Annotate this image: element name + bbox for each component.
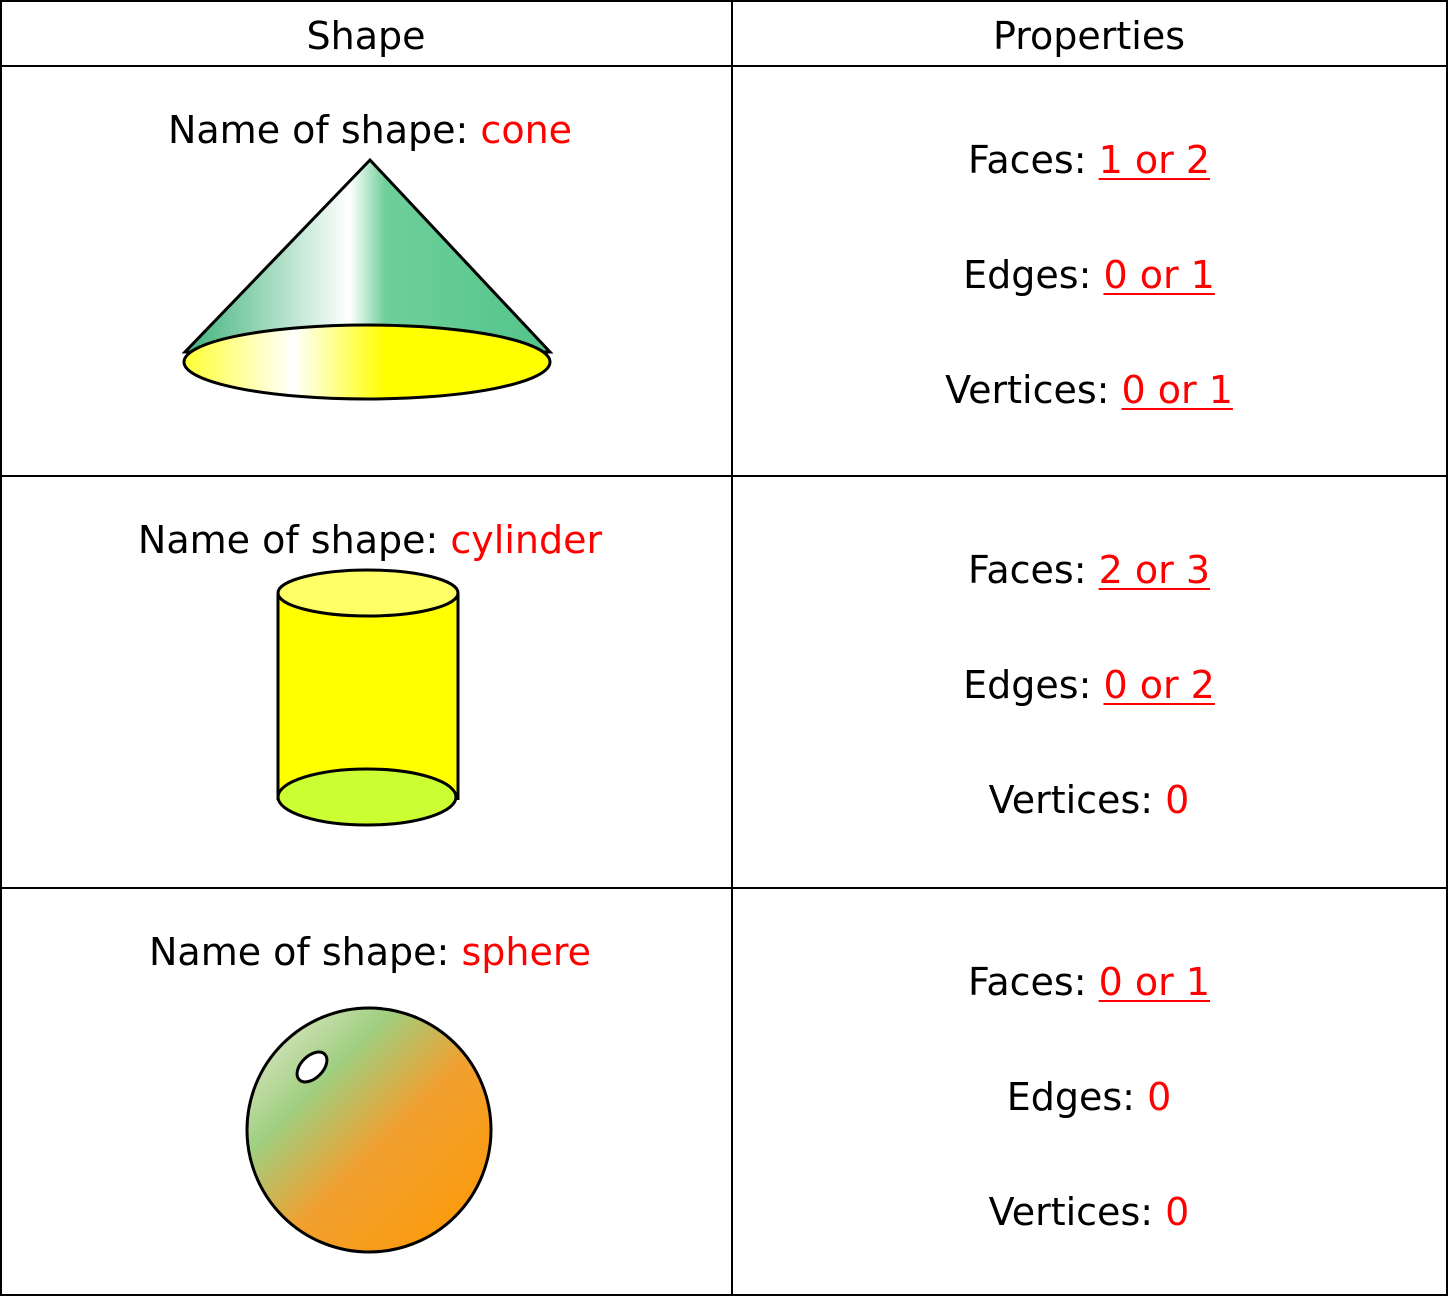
shape-name-label: Name of shape: bbox=[137, 518, 439, 562]
property-value: 2 or 3 bbox=[1098, 548, 1211, 592]
property-label: Edges: bbox=[1006, 1075, 1135, 1119]
property-label: Vertices: bbox=[988, 1190, 1154, 1234]
property-label: Faces: bbox=[967, 548, 1087, 592]
shape-name-label: Name of shape: bbox=[167, 108, 469, 152]
shape-name: cone bbox=[480, 108, 573, 152]
property-label: Vertices: bbox=[945, 368, 1110, 412]
property-line: Edges: 0 or 2 bbox=[963, 666, 1215, 704]
property-line: Faces: 0 or 1 bbox=[968, 963, 1210, 1001]
shape-name-line: Name of shape: cone bbox=[168, 111, 572, 149]
property-line: Edges: 0 bbox=[1007, 1078, 1172, 1116]
property-label: Faces: bbox=[967, 960, 1087, 1004]
property-line: Faces: 1 or 2 bbox=[968, 141, 1210, 179]
shape-name: cylinder bbox=[450, 518, 603, 562]
shape-name: sphere bbox=[461, 930, 592, 974]
property-value: 0 or 1 bbox=[1103, 253, 1215, 297]
property-line: Vertices: 0 bbox=[989, 1193, 1190, 1231]
property-line: Edges: 0 or 1 bbox=[963, 256, 1215, 294]
property-line: Faces: 2 or 3 bbox=[968, 551, 1210, 589]
property-value: 0 or 1 bbox=[1121, 368, 1233, 412]
property-line: Vertices: 0 bbox=[989, 781, 1190, 819]
shape-name-line: Name of shape: sphere bbox=[149, 933, 591, 971]
property-value: 0 bbox=[1147, 1075, 1172, 1119]
header-cell: Properties bbox=[992, 14, 1186, 58]
cone-image bbox=[181, 157, 554, 401]
sphere-image bbox=[245, 1006, 493, 1254]
property-value: 1 or 2 bbox=[1098, 138, 1211, 182]
property-value: 0 or 1 bbox=[1098, 960, 1211, 1004]
property-value: 0 bbox=[1165, 1190, 1190, 1234]
property-label: Edges: bbox=[963, 253, 1092, 297]
shape-name-line: Name of shape: cylinder bbox=[138, 521, 602, 559]
property-label: Faces: bbox=[967, 138, 1087, 182]
property-value: 0 or 2 bbox=[1103, 663, 1215, 707]
header-cell: Shape bbox=[306, 14, 426, 58]
cylinder-image bbox=[276, 568, 460, 827]
property-line: Vertices: 0 or 1 bbox=[945, 371, 1233, 409]
shape-name-label: Name of shape: bbox=[148, 930, 450, 974]
property-label: Vertices: bbox=[988, 778, 1154, 822]
property-value: 0 bbox=[1165, 778, 1190, 822]
property-label: Edges: bbox=[963, 663, 1092, 707]
